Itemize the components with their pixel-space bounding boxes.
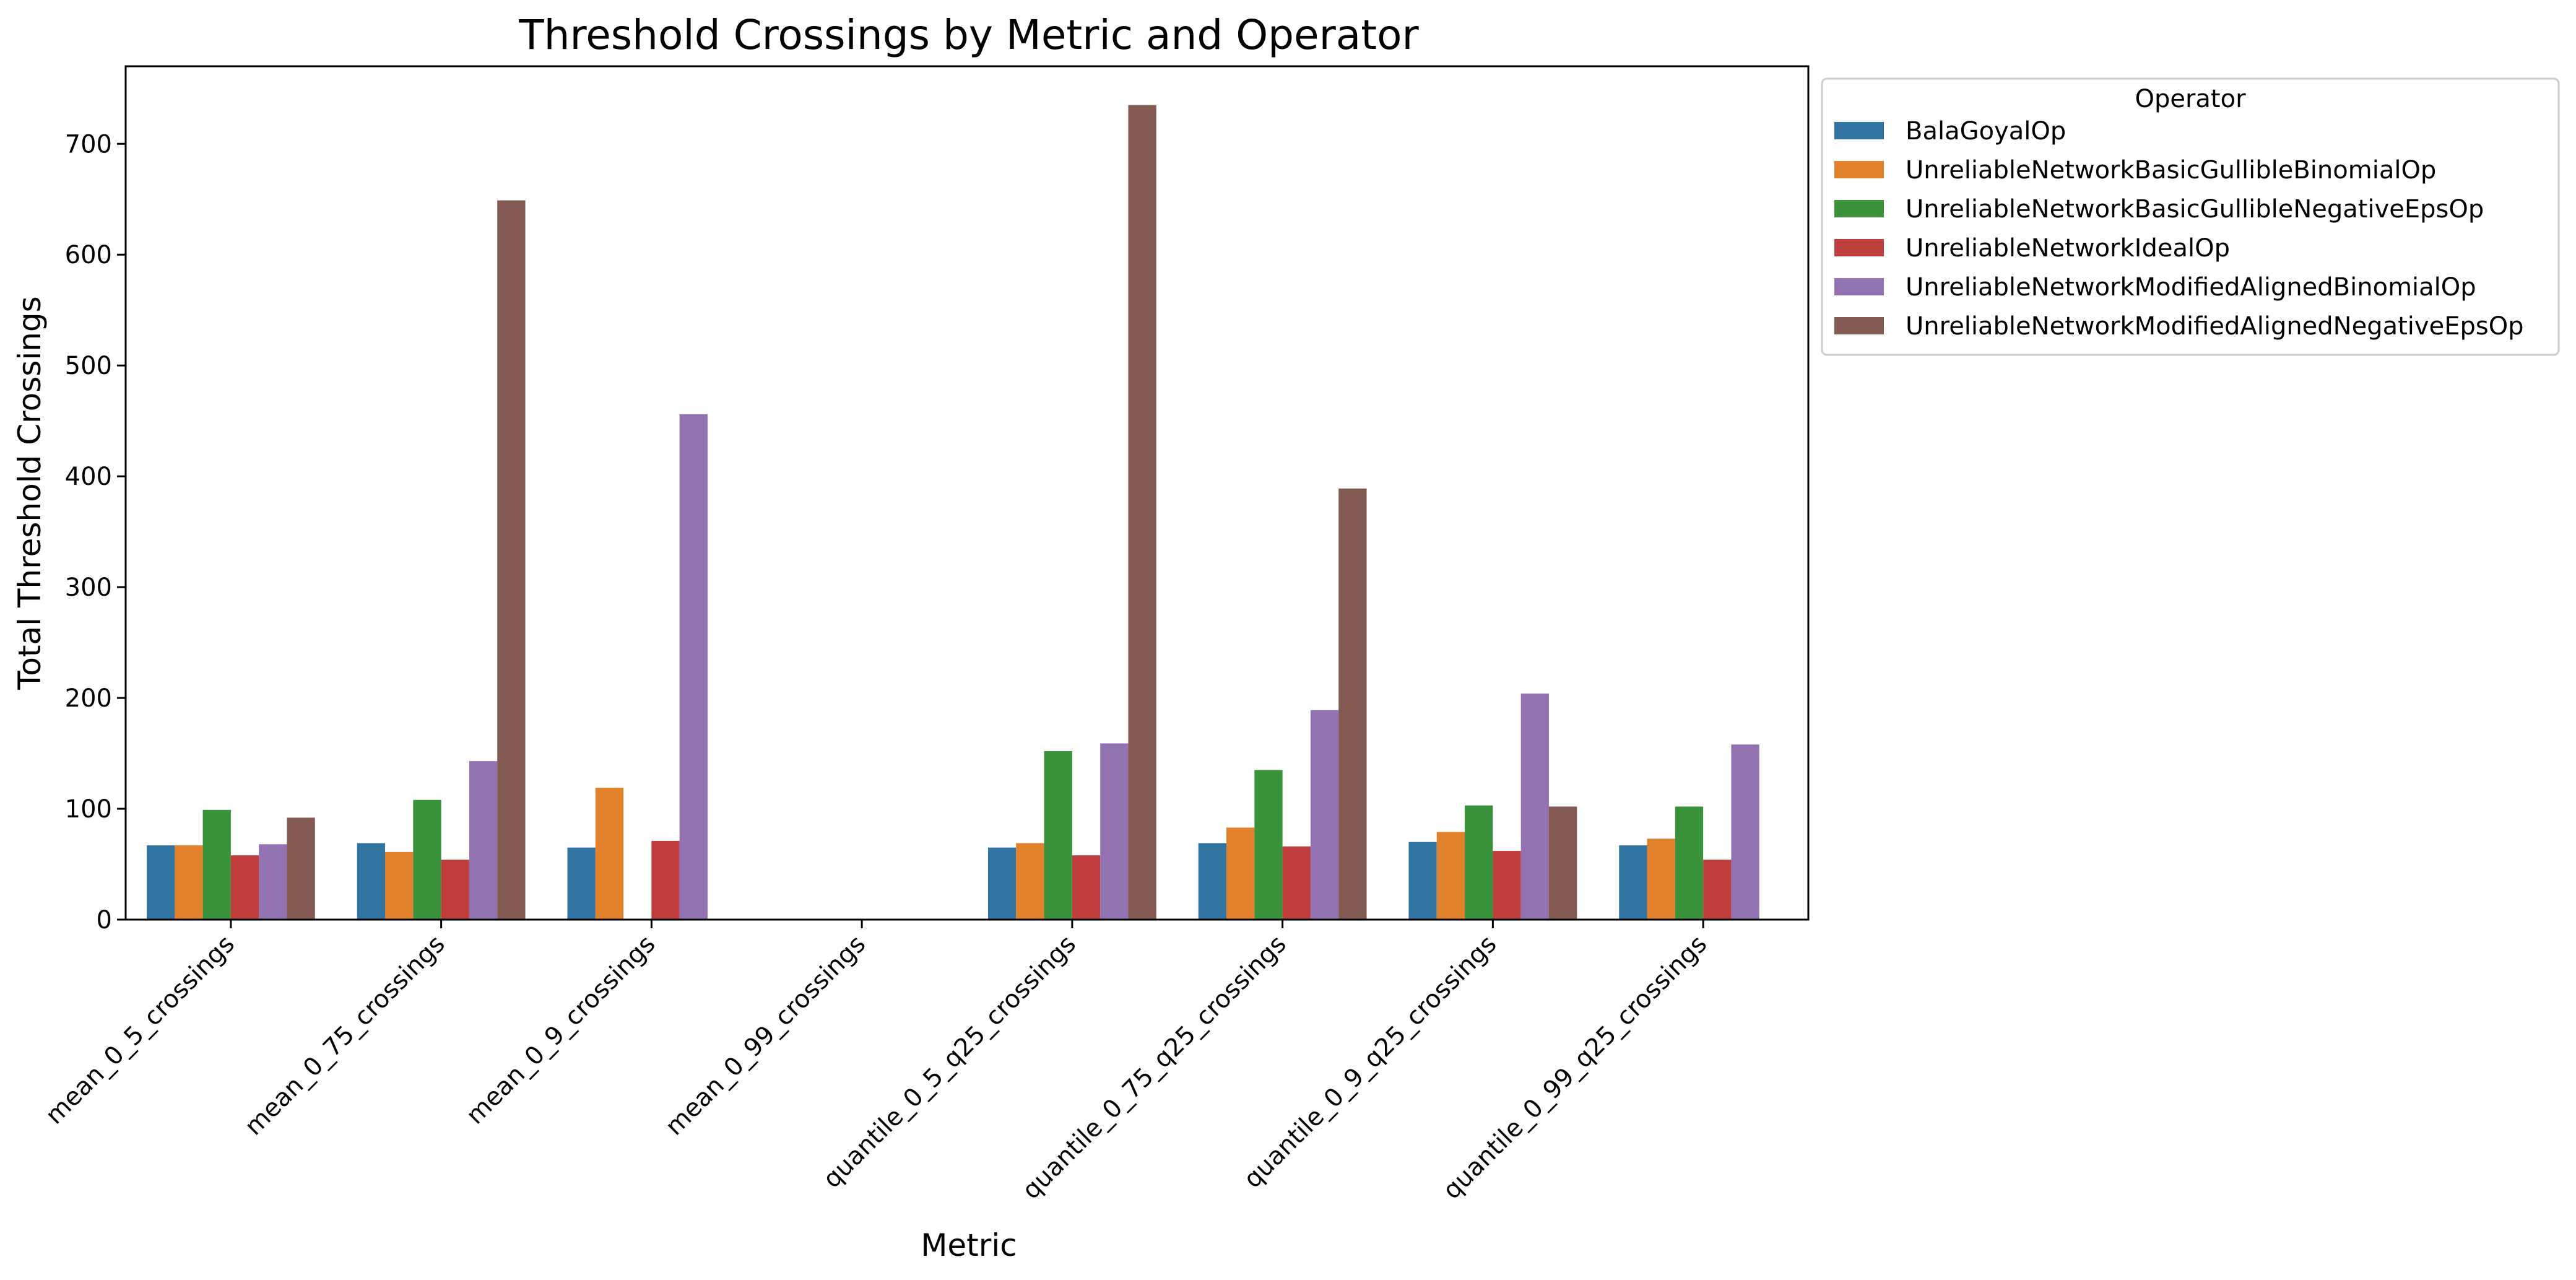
x-tick-label: quantile_0_9_q25_crossings [1238, 930, 1502, 1194]
x-tick-label: quantile_0_5_q25_crossings [818, 930, 1082, 1194]
y-tick-label: 400 [65, 463, 112, 491]
bar-UnreliableNetworkBasicGullibleNegativeEpsOp-mean_0_5_crossings [202, 809, 231, 920]
bar-UnreliableNetworkModifiedAlignedBinomialOp-mean_0_9_crossings [679, 414, 708, 920]
y-axis: 0 100 200 300 400 500 600 700 [65, 130, 126, 934]
bar-UnreliableNetworkBasicGullibleBinomialOp-mean_0_75_crossings [385, 851, 414, 920]
bar-UnreliableNetworkBasicGullibleBinomialOp-mean_0_5_crossings [175, 845, 203, 920]
bar-BalaGoyalOp-quantile_0_99_q25_crossings [1619, 845, 1647, 920]
plot-frame [124, 65, 1810, 921]
y-tick-label: 600 [65, 241, 112, 269]
bar-UnreliableNetworkBasicGullibleNegativeEpsOp-mean_0_75_crossings [413, 799, 441, 920]
bar-UnreliableNetworkModifiedAlignedNegativeEpsOp-mean_0_5_crossings [287, 817, 315, 920]
bar-UnreliableNetworkBasicGullibleBinomialOp-quantile_0_99_q25_crossings [1647, 838, 1675, 920]
bar-UnreliableNetworkIdealOp-quantile_0_99_q25_crossings [1703, 860, 1732, 920]
bar-BalaGoyalOp-quantile_0_9_q25_crossings [1408, 842, 1437, 920]
y-axis-label: Total Threshold Crossings [12, 296, 48, 690]
bar-UnreliableNetworkBasicGullibleNegativeEpsOp-quantile_0_99_q25_crossings [1675, 806, 1704, 920]
bar-UnreliableNetworkBasicGullibleBinomialOp-quantile_0_75_q25_crossings [1226, 827, 1255, 920]
bar-UnreliableNetworkModifiedAlignedBinomialOp-mean_0_75_crossings [469, 761, 498, 920]
bar-BalaGoyalOp-mean_0_5_crossings [146, 845, 175, 920]
bar-UnreliableNetworkModifiedAlignedNegativeEpsOp-quantile_0_75_q25_crossings [1338, 488, 1367, 920]
legend-swatch [1834, 161, 1884, 178]
bar-UnreliableNetworkBasicGullibleBinomialOp-quantile_0_9_q25_crossings [1436, 832, 1465, 920]
bar-UnreliableNetworkBasicGullibleBinomialOp-quantile_0_5_q25_crossings [1016, 843, 1044, 920]
bar-UnreliableNetworkModifiedAlignedBinomialOp-quantile_0_99_q25_crossings [1731, 744, 1759, 920]
bar-UnreliableNetworkModifiedAlignedBinomialOp-mean_0_5_crossings [259, 844, 287, 920]
chart-title: Threshold Crossings by Metric and Operat… [518, 11, 1419, 59]
legend: Operator BalaGoyalOp UnreliableNetworkBas… [1821, 77, 2560, 356]
legend-swatch [1834, 317, 1884, 334]
legend-label: BalaGoyalOp [1906, 117, 2066, 146]
bar-BalaGoyalOp-quantile_0_75_q25_crossings [1198, 843, 1227, 920]
bar-UnreliableNetworkIdealOp-quantile_0_9_q25_crossings [1493, 851, 1521, 920]
bars-group [146, 105, 1759, 920]
x-axis-label: Metric [921, 1227, 1017, 1263]
legend-swatch [1834, 278, 1884, 295]
x-tick-label: mean_0_75_crossings [240, 930, 451, 1141]
legend-label: UnreliableNetworkIdealOp [1906, 234, 2230, 263]
x-tick-label: mean_0_99_crossings [660, 930, 871, 1141]
bar-UnreliableNetworkModifiedAlignedNegativeEpsOp-quantile_0_9_q25_crossings [1548, 806, 1577, 920]
bar-UnreliableNetworkBasicGullibleNegativeEpsOp-quantile_0_75_q25_crossings [1254, 770, 1283, 920]
legend-swatch [1834, 122, 1884, 139]
bar-UnreliableNetworkModifiedAlignedNegativeEpsOp-quantile_0_5_q25_crossings [1128, 105, 1156, 920]
bar-UnreliableNetworkBasicGullibleBinomialOp-mean_0_9_crossings [595, 788, 624, 920]
legend-label: UnreliableNetworkModifiedAlignedBinomial… [1906, 273, 2476, 302]
legend-label: UnreliableNetworkBasicGullibleBinomialOp [1906, 156, 2436, 185]
y-tick-label: 200 [65, 684, 112, 713]
bar-UnreliableNetworkIdealOp-quantile_0_5_q25_crossings [1072, 855, 1101, 920]
legend-frame [1821, 77, 2560, 356]
bar-UnreliableNetworkModifiedAlignedBinomialOp-quantile_0_75_q25_crossings [1310, 710, 1339, 920]
bar-UnreliableNetworkIdealOp-mean_0_5_crossings [230, 855, 259, 920]
legend-swatch [1834, 239, 1884, 256]
bar-BalaGoyalOp-quantile_0_5_q25_crossings [987, 847, 1017, 920]
y-tick-label: 300 [65, 573, 112, 602]
legend-title: Operator [2135, 85, 2246, 113]
bar-UnreliableNetworkModifiedAlignedBinomialOp-quantile_0_9_q25_crossings [1520, 693, 1549, 920]
legend-label: UnreliableNetworkModifiedAlignedNegative… [1906, 312, 2524, 341]
y-tick-label: 100 [65, 795, 112, 824]
bar-BalaGoyalOp-mean_0_9_crossings [567, 847, 596, 920]
y-tick-label: 500 [65, 352, 112, 380]
y-tick-label: 0 [97, 906, 112, 934]
bar-UnreliableNetworkBasicGullibleNegativeEpsOp-quantile_0_5_q25_crossings [1044, 751, 1072, 920]
bar-UnreliableNetworkIdealOp-mean_0_9_crossings [651, 840, 680, 920]
bar-UnreliableNetworkBasicGullibleNegativeEpsOp-quantile_0_9_q25_crossings [1465, 805, 1493, 920]
bar-UnreliableNetworkModifiedAlignedBinomialOp-quantile_0_5_q25_crossings [1100, 743, 1129, 920]
bar-UnreliableNetworkIdealOp-quantile_0_75_q25_crossings [1282, 846, 1311, 920]
legend-items: BalaGoyalOp UnreliableNetworkBasicGullibl… [1834, 117, 2524, 341]
bar-UnreliableNetworkIdealOp-mean_0_75_crossings [441, 860, 469, 920]
y-tick-label: 700 [65, 130, 112, 159]
bar-BalaGoyalOp-mean_0_75_crossings [357, 843, 386, 920]
x-tick-label: mean_0_9_crossings [461, 930, 661, 1130]
bar-UnreliableNetworkModifiedAlignedNegativeEpsOp-mean_0_75_crossings [497, 200, 526, 920]
legend-swatch [1834, 200, 1884, 217]
legend-label: UnreliableNetworkBasicGullibleNegativeEp… [1906, 195, 2484, 224]
x-tick-label: mean_0_5_crossings [40, 930, 240, 1130]
